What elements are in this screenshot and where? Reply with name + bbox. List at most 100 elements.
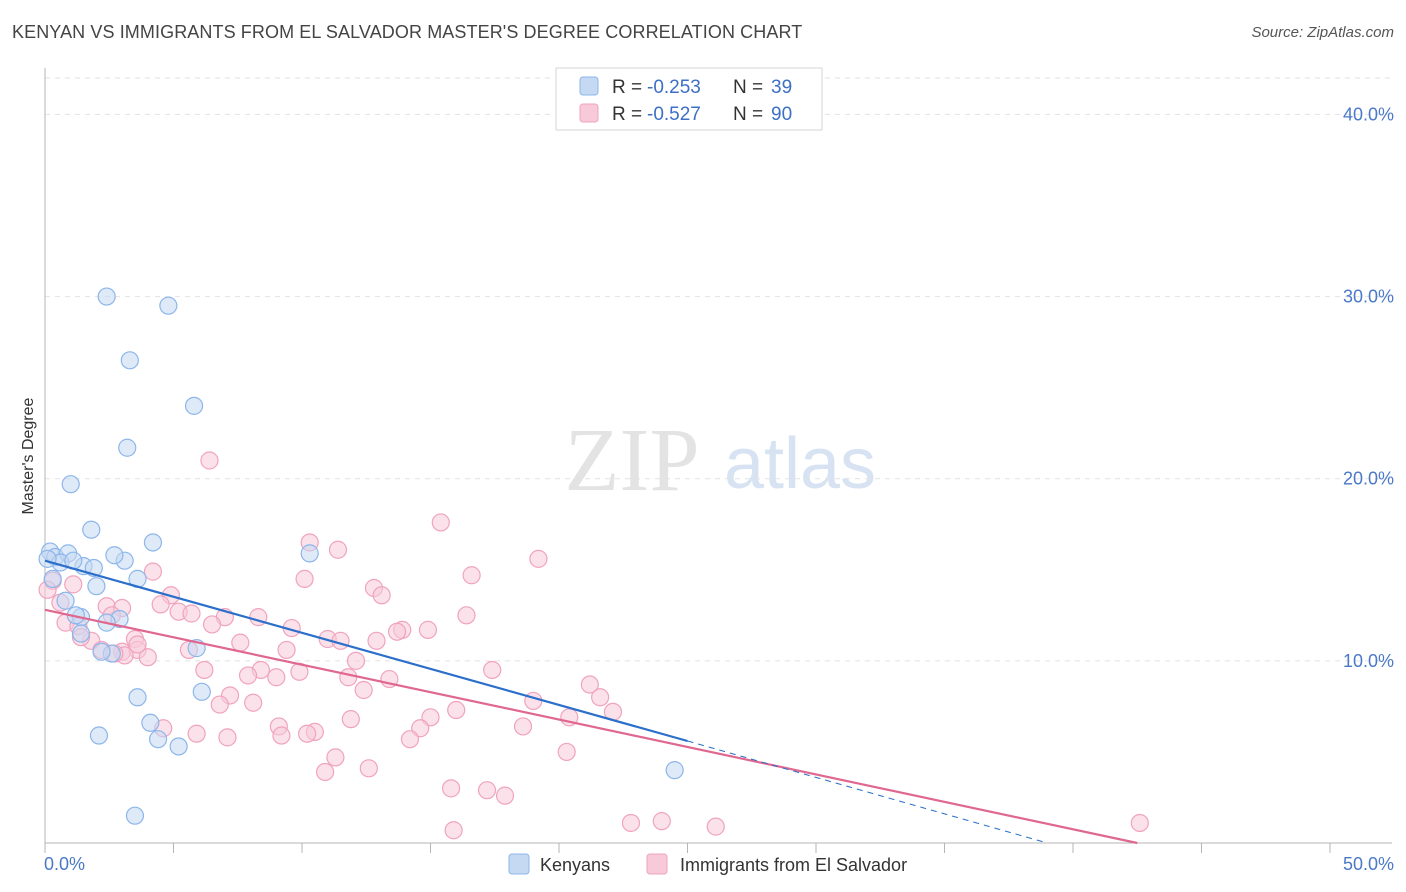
legend-swatch-el-salvador: [579, 103, 599, 123]
legend-swatch-kenyans: [579, 76, 599, 96]
bottom-legend-label-kenyans: Kenyans: [540, 855, 610, 875]
series-immigrants-el-salvador: [38, 451, 1149, 840]
y-tick-label-20: 20.0%: [1343, 469, 1394, 489]
kenyans-point-18: [43, 569, 62, 588]
legend-n-value-1: 39: [771, 77, 792, 98]
el-salvador-point-86: [1130, 813, 1149, 833]
source-label: Source: ZipAtlas.com: [1251, 24, 1394, 41]
el-salvador-point-6: [462, 566, 481, 585]
legend-r-label-2: R =: [612, 104, 642, 125]
el-salvador-point-56: [591, 688, 610, 707]
el-salvador-point-11: [372, 586, 391, 605]
x-tick-min: 0.0%: [44, 854, 85, 874]
kenyans-point-2: [120, 351, 139, 370]
el-salvador-point-73: [272, 726, 291, 745]
kenyans-point-28: [92, 642, 111, 661]
kenyans-point-31: [128, 688, 147, 707]
el-salvador-point-42: [277, 640, 296, 660]
legend-box: R = -0.253 N = 39 R = -0.527 N = 90: [555, 67, 823, 131]
kenyans-point-37: [125, 806, 145, 825]
el-salvador-point-83: [706, 817, 725, 836]
kenyans-point-36: [665, 761, 684, 780]
el-salvador-point-68: [187, 724, 206, 743]
trendlines: [44, 559, 1138, 845]
trendline-el-salvador: [44, 608, 1138, 845]
el-salvador-point-32: [231, 633, 250, 652]
axes: [44, 68, 1392, 853]
el-salvador-point-60: [210, 695, 229, 714]
el-salvador-point-35: [367, 631, 386, 650]
bottom-legend-swatch-kenyans: [508, 853, 530, 875]
kenyans-point-16: [105, 546, 124, 565]
kenyans-point-34: [148, 730, 168, 749]
el-salvador-point-0: [200, 451, 219, 470]
el-salvador-point-88: [128, 635, 147, 654]
el-salvador-point-7: [295, 569, 314, 588]
kenyans-point-5: [61, 475, 80, 494]
kenyans-point-1: [159, 296, 178, 315]
y-tick-labels: 10.0% 20.0% 30.0% 40.0%: [1343, 104, 1394, 670]
el-salvador-point-72: [218, 728, 237, 747]
kenyans-point-0: [97, 287, 116, 306]
el-salvador-point-55: [354, 680, 373, 700]
bottom-legend-swatch-el-salvador: [646, 853, 668, 875]
x-tick-max: 50.0%: [1343, 854, 1394, 874]
el-salvador-point-52: [483, 660, 502, 680]
el-salvador-point-61: [447, 700, 466, 720]
el-salvador-point-29: [387, 622, 407, 641]
el-salvador-point-4: [529, 549, 548, 568]
el-salvador-point-1: [431, 513, 450, 532]
legend-n-label-2: N =: [733, 104, 763, 125]
el-salvador-point-9: [64, 575, 83, 594]
kenyans-point-8: [300, 544, 319, 563]
el-salvador-point-40: [138, 648, 157, 667]
trendline-kenyans: [44, 559, 688, 743]
el-salvador-point-82: [652, 812, 671, 831]
el-salvador-point-47: [195, 660, 214, 680]
el-salvador-point-22: [457, 606, 476, 625]
kenyans-point-38: [38, 549, 57, 568]
bottom-legend: Kenyans Immigrants from El Salvador: [508, 853, 907, 875]
el-salvador-point-87: [298, 724, 317, 743]
kenyans-point-33: [89, 726, 109, 745]
series-kenyans: [38, 287, 684, 825]
kenyans-point-32: [141, 713, 160, 732]
el-salvador-point-15: [151, 595, 170, 614]
kenyans-point-20: [87, 577, 106, 596]
el-salvador-point-74: [400, 730, 420, 749]
el-salvador-point-65: [341, 710, 360, 729]
el-salvador-point-54: [580, 675, 599, 694]
el-salvador-point-85: [444, 821, 463, 840]
legend-n-label-1: N =: [733, 77, 763, 98]
y-tick-label-30: 30.0%: [1343, 287, 1394, 307]
kenyans-point-35: [169, 737, 188, 756]
el-salvador-point-79: [477, 781, 497, 800]
el-salvador-point-81: [441, 779, 461, 798]
el-salvador-point-50: [339, 668, 358, 687]
bottom-legend-label-el-salvador: Immigrants from El Salvador: [680, 855, 907, 875]
kenyans-point-3: [184, 396, 204, 415]
el-salvador-point-18: [182, 604, 201, 623]
legend-r-label-1: R =: [612, 77, 642, 98]
el-salvador-point-80: [495, 786, 515, 805]
watermark-zip: ZIP: [565, 411, 700, 510]
kenyans-point-6: [82, 520, 101, 539]
el-salvador-point-59: [244, 693, 263, 712]
kenyans-point-30: [192, 682, 211, 701]
el-salvador-point-76: [326, 748, 345, 767]
el-salvador-point-48: [267, 668, 286, 687]
trendline-kenyans-extension: [687, 740, 1048, 844]
legend-n-value-2: 90: [771, 104, 792, 125]
y-axis-label: Master's Degree: [20, 397, 37, 514]
el-salvador-point-78: [359, 759, 378, 778]
el-salvador-point-67: [513, 717, 533, 736]
chart-title: KENYAN VS IMMIGRANTS FROM EL SALVADOR MA…: [12, 22, 803, 42]
el-salvador-point-27: [418, 620, 438, 639]
el-salvador-point-75: [557, 742, 576, 762]
kenyans-point-7: [143, 533, 163, 552]
legend-r-value-1: -0.253: [647, 77, 701, 98]
el-salvador-point-45: [346, 651, 366, 670]
kenyans-point-21: [56, 591, 75, 610]
el-salvador-point-77: [316, 762, 335, 782]
kenyans-point-4: [118, 438, 137, 457]
